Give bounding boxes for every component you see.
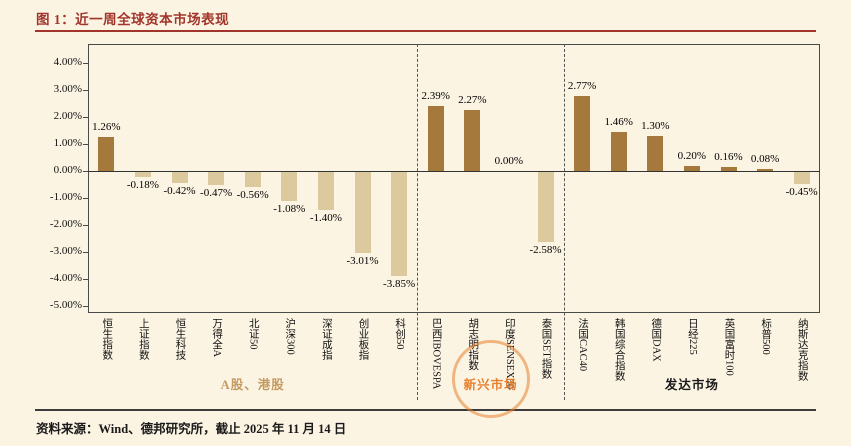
- bar: [134, 172, 151, 177]
- y-tick-mark: [83, 171, 88, 172]
- bar-value-label: 0.08%: [750, 152, 780, 165]
- group-label: 新兴市场: [463, 378, 518, 392]
- figure-title: 图 1：近一周全球资本市场表现: [36, 12, 230, 27]
- y-tick-label: 4.00%: [53, 56, 82, 68]
- bar: [647, 135, 664, 171]
- title-divider: [35, 30, 816, 32]
- bar: [427, 106, 444, 171]
- zero-axis-line: [88, 171, 820, 172]
- x-axis-label: 恒生指数: [101, 318, 113, 360]
- bar-value-label: -3.85%: [383, 277, 416, 290]
- x-axis-label: 巴西IBOVESPA: [430, 318, 442, 390]
- y-tick-mark: [83, 144, 88, 145]
- x-axis-label: 日经225: [686, 318, 698, 355]
- y-tick-label: 1.00%: [53, 137, 82, 149]
- bar: [244, 172, 261, 188]
- y-tick-mark: [83, 279, 88, 280]
- x-axis-label: 英国富时100: [723, 318, 735, 376]
- x-axis-label: 创业板指: [357, 318, 369, 360]
- bar: [464, 109, 481, 171]
- bar-value-label: -0.18%: [126, 178, 159, 191]
- bar: [537, 172, 554, 242]
- x-axis-label: 万得全A: [211, 318, 223, 358]
- bar-value-label: -1.40%: [309, 211, 342, 224]
- bar: [574, 96, 591, 171]
- bar-value-label: 2.77%: [567, 80, 597, 93]
- y-tick-label: -4.00%: [49, 272, 82, 284]
- watermark-stamp: [451, 340, 530, 418]
- x-axis-label: 标普500: [760, 318, 772, 355]
- bar-chart: 4.00% 3.00% 2.00% 1.00% 0.00% -1.00% -2.00% -3.…: [49, 44, 820, 418]
- bar-value-label: -2.58%: [529, 243, 562, 256]
- bar-value-label: 1.46%: [604, 115, 633, 128]
- y-tick-label: -3.00%: [49, 245, 82, 257]
- bar: [171, 172, 188, 184]
- x-axis-label: 上证指数: [137, 318, 149, 360]
- y-tick-mark: [83, 63, 88, 64]
- y-tick-label: -2.00%: [49, 218, 82, 230]
- bar: [208, 172, 225, 185]
- bar-value-label: -3.01%: [346, 255, 379, 268]
- group-label: A股、港股: [220, 378, 285, 392]
- y-tick-mark: [83, 306, 88, 307]
- bar-value-label: 2.39%: [421, 90, 450, 103]
- bar: [610, 131, 627, 171]
- x-axis-label: 科创50: [394, 318, 406, 350]
- source-note: 资料来源：Wind、德邦研究所，截止 2025 年 11 月 14 日: [36, 422, 347, 436]
- plot-area: [88, 44, 820, 313]
- x-axis-label: 深证成指: [320, 318, 332, 360]
- bar-value-label: 1.30%: [641, 119, 670, 132]
- x-axis-label: 德国DAX: [650, 318, 662, 362]
- bar: [757, 168, 774, 171]
- bar-value-label: 2.27%: [458, 93, 487, 106]
- x-axis-label: 沪深300: [284, 318, 296, 355]
- y-tick-label: 2.00%: [53, 110, 82, 122]
- y-tick-label: 3.00%: [53, 83, 82, 95]
- bar-value-label: -0.47%: [200, 186, 233, 199]
- y-tick-mark: [83, 225, 88, 226]
- x-axis-label: 韩国综合指数: [613, 318, 625, 381]
- bar-value-label: -1.08%: [273, 203, 306, 216]
- y-tick-label: -1.00%: [49, 191, 82, 203]
- bar: [720, 166, 737, 171]
- group-separator-line: [563, 44, 565, 400]
- y-tick-mark: [83, 90, 88, 91]
- bar-value-label: 1.26%: [92, 120, 121, 133]
- y-tick-mark: [83, 117, 88, 118]
- bar-value-label: -0.45%: [785, 186, 818, 199]
- x-axis-label: 泰国SET指数: [540, 318, 552, 379]
- bar-value-label: 0.16%: [714, 150, 743, 163]
- bar: [354, 172, 371, 254]
- y-tick-label: 0.00%: [53, 164, 82, 176]
- x-axis-label: 恒生科技: [174, 318, 186, 360]
- footer-divider: [35, 409, 816, 411]
- y-tick-mark: [83, 252, 88, 253]
- bar: [793, 172, 810, 185]
- bar-value-label: 0.00%: [494, 155, 524, 167]
- bar-value-label: 0.20%: [677, 149, 707, 162]
- bar: [683, 165, 700, 171]
- x-axis-label: 法国CAC40: [577, 318, 589, 372]
- y-tick-label: -5.00%: [49, 299, 82, 311]
- bar-value-label: -0.42%: [163, 185, 196, 198]
- x-axis-label: 纳斯达克指数: [796, 318, 808, 381]
- bar: [391, 172, 408, 276]
- group-separator-line: [417, 44, 419, 400]
- x-axis-label: 北证50: [247, 318, 259, 350]
- bar-value-label: -0.56%: [236, 189, 269, 202]
- bar: [317, 172, 334, 210]
- group-label: 发达市场: [664, 378, 719, 392]
- y-tick-mark: [83, 198, 88, 199]
- bar: [98, 136, 115, 171]
- bar: [281, 172, 298, 202]
